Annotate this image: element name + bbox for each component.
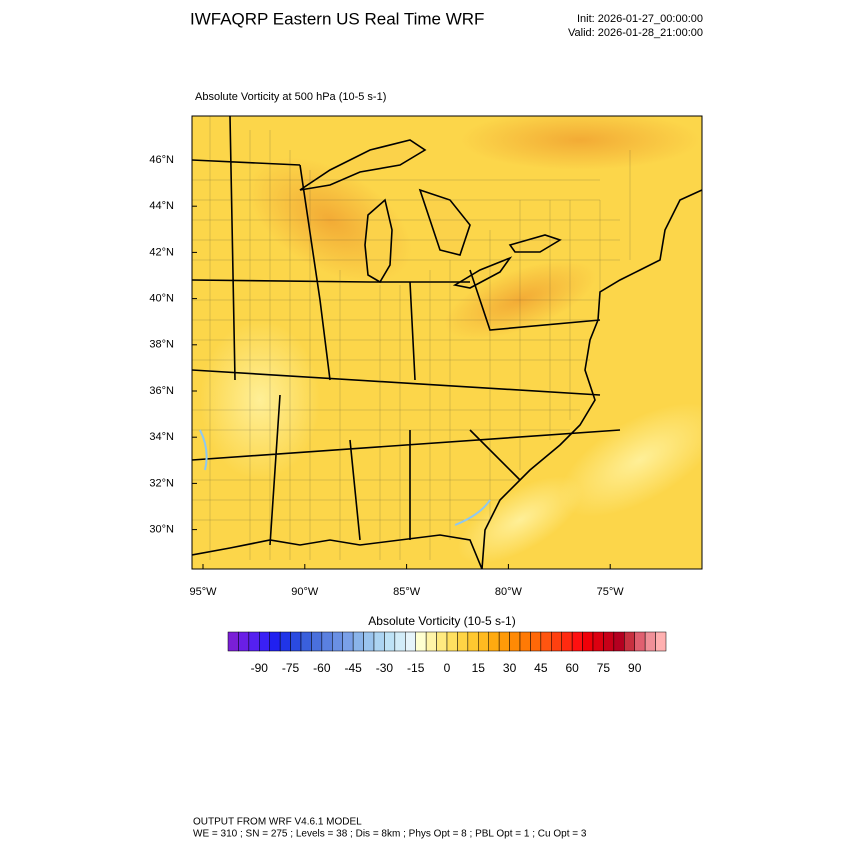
lat-label: 34°N — [149, 431, 174, 443]
colorbar-box — [644, 631, 656, 652]
colorbar-label: -60 — [313, 661, 331, 675]
colorbar-box — [363, 631, 375, 652]
colorbar-title: Absolute Vorticity (10-5 s-1) — [368, 614, 515, 628]
colorbar-box — [624, 631, 635, 652]
lat-label: 44°N — [149, 200, 174, 212]
colorbar-box — [436, 631, 448, 652]
lon-label: 95°W — [189, 586, 217, 598]
colorbar-box — [415, 631, 427, 652]
colorbar-box — [300, 631, 312, 652]
colorbar-box — [488, 631, 500, 652]
colorbar-box — [603, 631, 615, 652]
colorbar-label: -30 — [376, 661, 394, 675]
lat-label: 38°N — [149, 339, 174, 351]
colorbar-box — [238, 631, 250, 652]
colorbar-label: 75 — [597, 661, 611, 675]
colorbar-label: 15 — [472, 661, 486, 675]
valid-time: Valid: 2026-01-28_21:00:00 — [568, 27, 703, 39]
colorbar-box — [405, 631, 416, 652]
lat-label: 42°N — [149, 246, 174, 258]
colorbar-label: 30 — [503, 661, 517, 675]
lat-label: 40°N — [149, 293, 174, 305]
colorbar-box — [446, 631, 458, 652]
colorbar-box — [551, 631, 562, 652]
lat-label: 32°N — [149, 477, 174, 489]
colorbar-box — [634, 631, 646, 652]
colorbar-box — [540, 631, 552, 652]
colorbar-box — [394, 631, 406, 652]
colorbar-box — [373, 631, 385, 652]
colorbar-box — [457, 631, 469, 652]
lat-label: 46°N — [149, 154, 174, 166]
colorbar-box — [478, 631, 489, 652]
colorbar-label: 0 — [444, 661, 451, 675]
colorbar: -90 -75 -60 -45 -30 -15 0 15 30 45 60 75 90 — [227, 631, 667, 675]
colorbar-label: 90 — [628, 661, 642, 675]
colorbar-box — [248, 631, 260, 652]
colorbar-box — [498, 631, 510, 652]
colorbar-box — [269, 631, 281, 652]
lon-label: 90°W — [291, 586, 319, 598]
colorbar-label: -15 — [407, 661, 425, 675]
map-axes: 46°N 44°N 42°N 40°N 38°N 36°N 34°N 32°N 30°N 95°W… — [149, 154, 624, 598]
init-time: Init: 2026-01-27_00:00:00 — [577, 13, 703, 25]
footer-line: OUTPUT FROM WRF V4.6.1 MODEL — [193, 817, 362, 828]
map-frame — [191, 115, 703, 570]
colorbar-box — [290, 631, 302, 652]
lat-label: 36°N — [149, 385, 174, 397]
colorbar-label: -45 — [344, 661, 362, 675]
map-field — [192, 116, 702, 569]
map-title: Absolute Vorticity at 500 hPa (10-5 s-1) — [195, 91, 386, 103]
colorbar-box — [519, 631, 531, 652]
colorbar-box — [384, 631, 396, 652]
footer-line: WE = 310 ; SN = 275 ; Levels = 38 ; Dis … — [193, 829, 587, 840]
colorbar-box — [613, 631, 625, 652]
colorbar-box — [321, 631, 333, 652]
colorbar-label: -90 — [251, 661, 269, 675]
colorbar-box — [352, 631, 364, 652]
colorbar-label: 45 — [534, 661, 548, 675]
colorbar-box — [467, 631, 479, 652]
colorbar-box — [571, 631, 583, 652]
colorbar-box — [311, 631, 323, 652]
colorbar-label: 60 — [565, 661, 579, 675]
colorbar-box — [592, 631, 604, 652]
colorbar-box — [561, 631, 573, 652]
colorbar-box — [655, 631, 667, 652]
colorbar-box — [259, 631, 270, 652]
colorbar-box — [332, 631, 343, 652]
lon-label: 85°W — [393, 586, 421, 598]
colorbar-label: -75 — [282, 661, 300, 675]
lon-label: 80°W — [495, 586, 523, 598]
colorbar-box — [530, 631, 542, 652]
colorbar-box — [509, 631, 521, 652]
colorbar-box — [582, 631, 594, 652]
lat-label: 30°N — [149, 524, 174, 536]
lon-label: 75°W — [597, 586, 625, 598]
colorbar-box — [342, 631, 354, 652]
colorbar-box — [279, 631, 291, 652]
colorbar-box — [227, 631, 239, 652]
colorbar-box — [425, 631, 437, 652]
title: IWFAQRP Eastern US Real Time WRF — [190, 9, 484, 28]
